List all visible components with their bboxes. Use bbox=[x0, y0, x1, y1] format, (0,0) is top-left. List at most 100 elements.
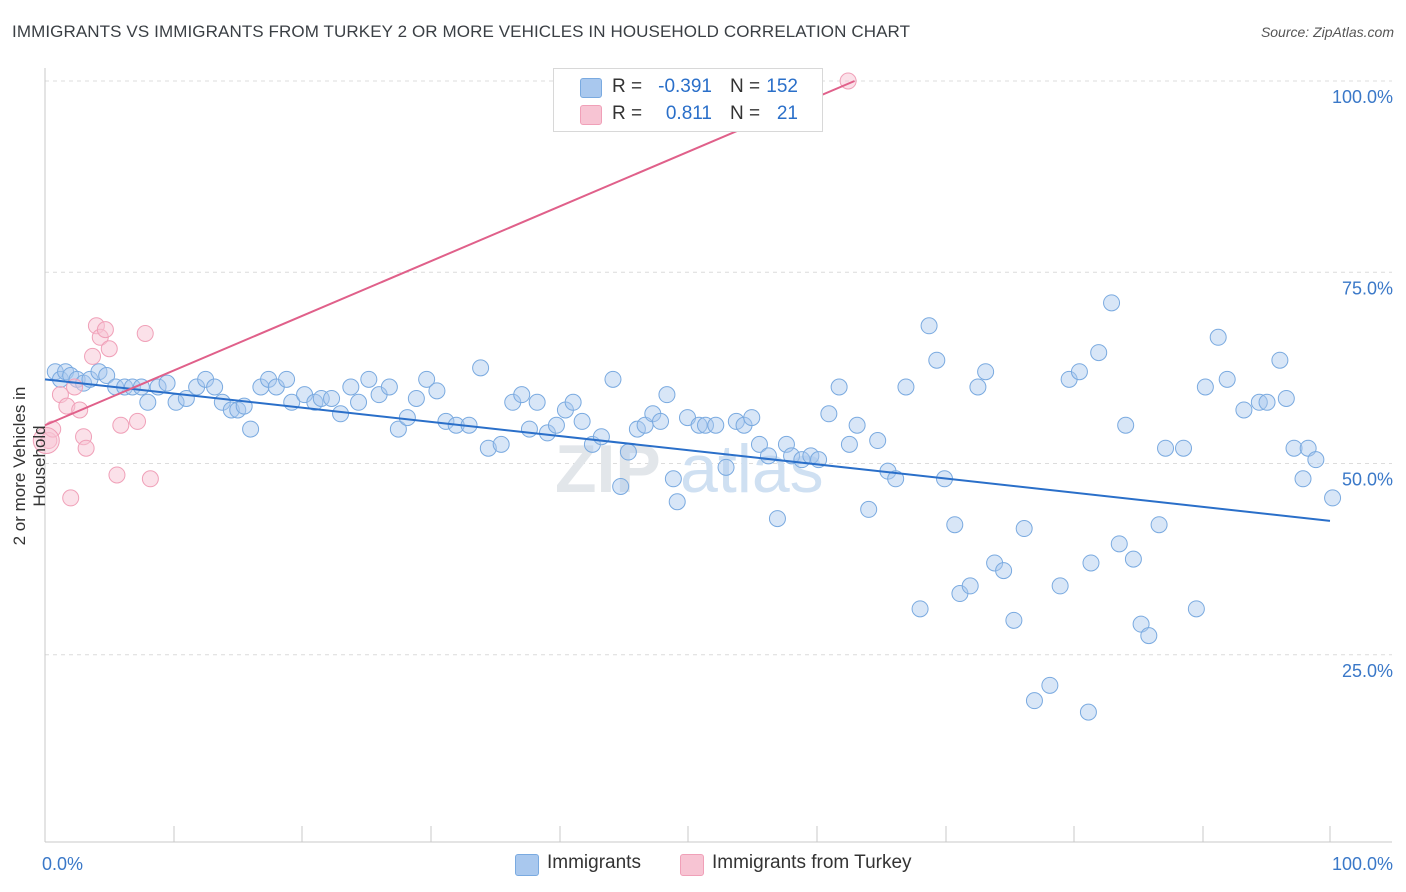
immigrants-point bbox=[592, 428, 610, 446]
bottom-legend-swatch-blue bbox=[515, 854, 539, 876]
immigrants-point bbox=[418, 370, 436, 388]
legend-r-value: -0.391 bbox=[658, 76, 712, 97]
immigrants-point bbox=[1187, 600, 1205, 618]
turkey-point bbox=[108, 466, 126, 484]
immigrants-trend-line bbox=[44, 378, 1331, 522]
immigrants-point bbox=[707, 416, 725, 434]
y-tick-label: 100.0% bbox=[1332, 87, 1393, 107]
legend-r-label: R = bbox=[612, 76, 643, 97]
immigrants-point bbox=[139, 393, 157, 411]
immigrants-point bbox=[1015, 520, 1033, 538]
turkey-point bbox=[96, 321, 114, 339]
turkey-point bbox=[84, 347, 102, 365]
legend-n-label: N = bbox=[730, 103, 761, 124]
immigrants-point bbox=[1041, 676, 1059, 694]
immigrants-point bbox=[969, 378, 987, 396]
immigrants-point bbox=[123, 378, 141, 396]
immigrants-point bbox=[98, 367, 116, 385]
turkey-points bbox=[32, 72, 857, 507]
immigrants-point bbox=[1124, 550, 1142, 568]
immigrants-point bbox=[1110, 535, 1128, 553]
immigrants-point bbox=[652, 412, 670, 430]
immigrants-point bbox=[1324, 489, 1342, 507]
immigrants-point bbox=[528, 393, 546, 411]
immigrants-point bbox=[1209, 328, 1227, 346]
immigrants-point bbox=[360, 370, 378, 388]
legend-n-label: N = bbox=[730, 76, 761, 97]
immigrants-point bbox=[743, 409, 761, 427]
immigrants-point bbox=[1117, 416, 1135, 434]
immigrants-point bbox=[389, 420, 407, 438]
immigrants-point bbox=[564, 393, 582, 411]
turkey-point bbox=[62, 489, 80, 507]
immigrants-point bbox=[696, 416, 714, 434]
immigrants-point bbox=[717, 458, 735, 476]
turkey-point bbox=[100, 340, 118, 358]
chart-title: IMMIGRANTS VS IMMIGRANTS FROM TURKEY 2 O… bbox=[12, 22, 911, 41]
immigrants-point bbox=[1103, 294, 1121, 312]
legend-row-immigrants: R = -0.391 N = 152 bbox=[554, 74, 822, 102]
immigrants-point bbox=[668, 493, 686, 511]
gridlines bbox=[45, 80, 1392, 656]
legend-r-label: R = bbox=[612, 103, 643, 124]
immigrants-point bbox=[840, 435, 858, 453]
immigrants-point bbox=[1157, 439, 1175, 457]
immigrants-point bbox=[1196, 378, 1214, 396]
immigrants-point bbox=[472, 359, 490, 377]
immigrants-point bbox=[830, 378, 848, 396]
immigrants-point bbox=[332, 405, 350, 423]
immigrants-point bbox=[848, 416, 866, 434]
immigrants-point bbox=[520, 420, 538, 438]
bottom-legend-label: Immigrants from Turkey bbox=[712, 852, 912, 873]
immigrants-point bbox=[479, 439, 497, 457]
turkey-point bbox=[141, 470, 159, 488]
immigrants-point bbox=[407, 389, 425, 407]
source-label: Source: ZipAtlas.com bbox=[1260, 24, 1394, 40]
y-axis-title: 2 or more Vehicles in Household bbox=[10, 386, 49, 546]
immigrants-point bbox=[350, 393, 368, 411]
trend-lines bbox=[44, 80, 1331, 522]
immigrants-point bbox=[604, 370, 622, 388]
immigrants-point bbox=[323, 389, 341, 407]
immigrants-point bbox=[1025, 692, 1043, 710]
axes bbox=[44, 68, 1392, 843]
immigrants-point bbox=[869, 432, 887, 450]
immigrants-point bbox=[759, 447, 777, 465]
immigrants-point bbox=[995, 562, 1013, 580]
legend-r-value: 0.811 bbox=[665, 103, 712, 124]
turkey-trend-line bbox=[44, 80, 855, 427]
x-tick-labels: 0.0% 100.0% bbox=[42, 854, 1393, 874]
immigrants-point bbox=[1140, 627, 1158, 645]
immigrants-points bbox=[46, 294, 1342, 721]
immigrants-point bbox=[664, 470, 682, 488]
immigrants-point bbox=[342, 378, 360, 396]
y-tick-label: 25.0% bbox=[1342, 661, 1393, 681]
immigrants-point bbox=[690, 416, 708, 434]
immigrants-point bbox=[1070, 363, 1088, 381]
immigrants-point bbox=[628, 420, 646, 438]
immigrants-point bbox=[437, 412, 455, 430]
x-tick-label: 100.0% bbox=[1332, 854, 1393, 874]
immigrants-point bbox=[573, 412, 591, 430]
immigrants-point bbox=[911, 600, 929, 618]
immigrants-point bbox=[750, 435, 768, 453]
immigrants-point bbox=[977, 363, 995, 381]
stats-legend: R = -0.391 N = 152 R = 0.811 N = 21 bbox=[553, 68, 823, 132]
immigrants-point bbox=[242, 420, 260, 438]
immigrants-point bbox=[278, 370, 296, 388]
turkey-point bbox=[32, 427, 60, 455]
watermark-text: ZIP bbox=[555, 431, 661, 507]
immigrants-point bbox=[887, 470, 905, 488]
y-tick-label: 50.0% bbox=[1342, 470, 1393, 490]
y-tick-labels: 25.0% 50.0% 75.0% 100.0% bbox=[1332, 87, 1393, 681]
immigrants-point bbox=[768, 510, 786, 528]
immigrants-point bbox=[380, 378, 398, 396]
immigrants-point bbox=[1079, 703, 1097, 721]
immigrants-point bbox=[1082, 554, 1100, 572]
immigrants-point bbox=[1258, 393, 1276, 411]
immigrants-point bbox=[206, 378, 224, 396]
bottom-legend-swatch-pink bbox=[680, 854, 704, 876]
immigrants-point bbox=[897, 378, 915, 396]
immigrants-point bbox=[428, 382, 446, 400]
